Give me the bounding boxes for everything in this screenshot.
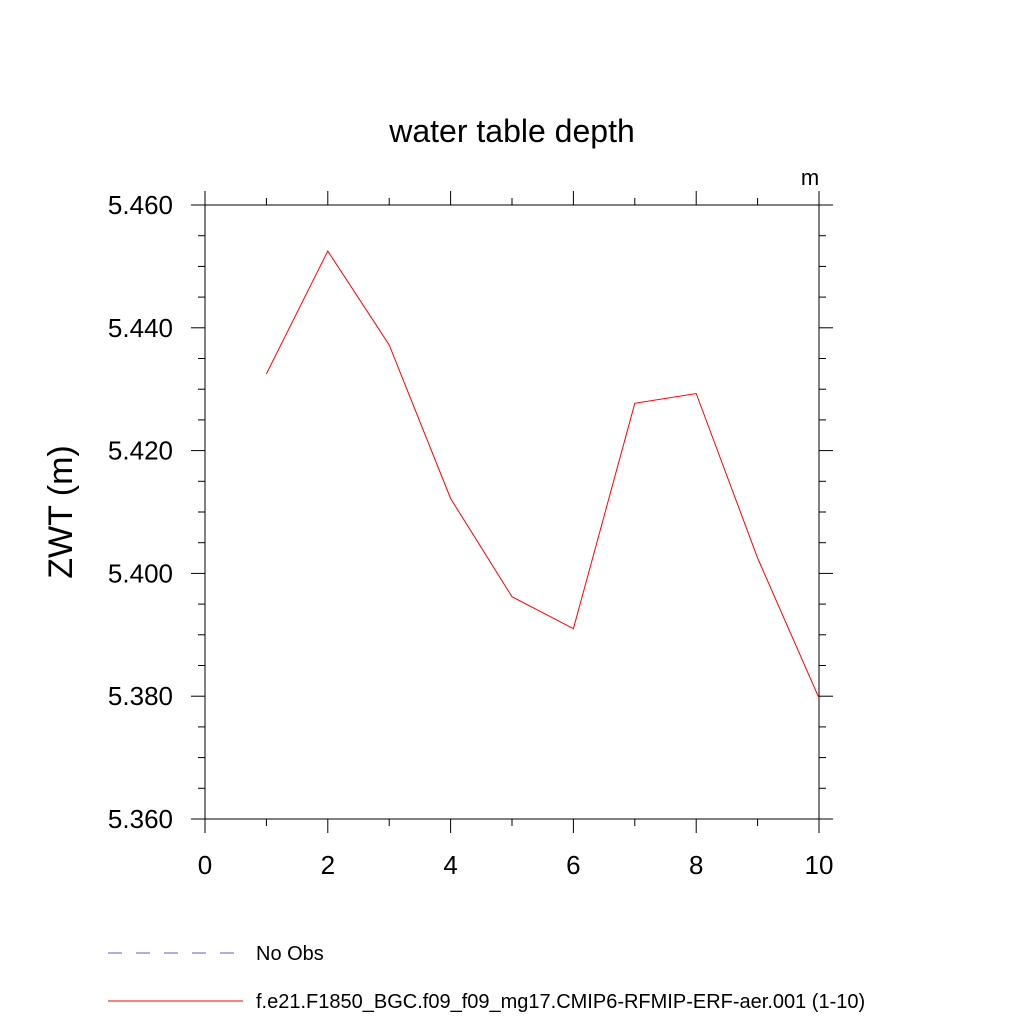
series-line-0 (265, 250, 820, 699)
x-tick-label: 0 (198, 850, 212, 880)
y-tick-label: 5.360 (108, 804, 173, 834)
chart-title: water table depth (388, 113, 635, 149)
series-lines (265, 250, 820, 699)
x-tick-label: 6 (566, 850, 580, 880)
legend-label-model-run: f.e21.F1850_BGC.f09_f09_mg17.CMIP6-RFMIP… (256, 991, 865, 1013)
y-tick-label: 5.380 (108, 681, 173, 711)
x-tick-labels: 0 2 4 6 8 10 (198, 850, 834, 880)
y-tick-label: 5.420 (108, 436, 173, 466)
y-tick-label: 5.400 (108, 558, 173, 588)
plot-frame (204, 204, 820, 820)
x-tick-label: 4 (443, 850, 457, 880)
axis-ticks (191, 191, 833, 833)
x-tick-label: 8 (689, 850, 703, 880)
units-label: m (801, 165, 819, 190)
y-tick-labels: 5.360 5.380 5.400 5.420 5.440 5.460 (108, 190, 173, 834)
y-tick-label: 5.440 (108, 313, 173, 343)
legend-label-no-obs: No Obs (256, 943, 324, 965)
x-tick-label: 2 (321, 850, 335, 880)
legend: No Obs f.e21.F1850_BGC.f09_f09_mg17.CMIP… (108, 943, 865, 1013)
y-axis-label: ZWT (m) (42, 445, 80, 578)
x-tick-label: 10 (805, 850, 834, 880)
y-tick-label: 5.460 (108, 190, 173, 220)
